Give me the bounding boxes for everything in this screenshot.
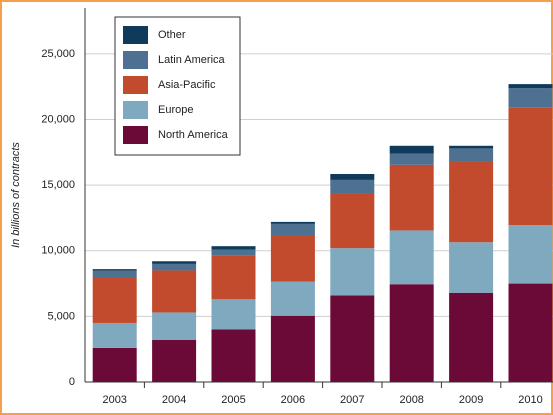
legend-label: Asia-Pacific — [158, 79, 216, 91]
bar-segment — [270, 281, 315, 316]
x-tick-label: 2006 — [281, 394, 305, 406]
bar-segment — [92, 347, 137, 382]
bar-segment — [449, 148, 494, 162]
legend-swatch — [123, 51, 148, 69]
bar-segment — [211, 249, 256, 256]
bar-segment — [211, 255, 256, 300]
bar-segment — [449, 145, 494, 149]
x-tick-label: 2004 — [162, 394, 186, 406]
bar-segment — [270, 315, 315, 382]
bar-segment — [330, 295, 375, 382]
bar-segment — [389, 153, 434, 165]
bar-segment — [449, 242, 494, 293]
bar-segment — [92, 322, 137, 348]
y-axis-label: In billions of contracts — [10, 142, 22, 248]
legend-swatch — [123, 26, 148, 44]
y-tick-label: 15,000 — [41, 179, 75, 191]
bar-segment — [152, 270, 197, 313]
bar-segment — [270, 235, 315, 282]
x-tick-label: 2008 — [399, 394, 423, 406]
bar-segment — [389, 164, 434, 231]
y-tick-label: 25,000 — [41, 48, 75, 60]
bar-segment — [508, 88, 553, 108]
bar-segment — [211, 329, 256, 382]
y-tick-label: 20,000 — [41, 113, 75, 125]
bar-segment — [152, 263, 197, 271]
bar-segment — [211, 299, 256, 330]
bar-segment — [152, 261, 197, 264]
bar-segment — [92, 270, 137, 278]
y-tick-label: 10,000 — [41, 245, 75, 257]
bar-segment — [389, 145, 434, 154]
x-tick-label: 2005 — [221, 394, 245, 406]
legend-swatch — [123, 126, 148, 144]
legend-label: Latin America — [158, 54, 226, 66]
legend-swatch — [123, 76, 148, 94]
bar-segment — [270, 223, 315, 236]
legend-label: Other — [158, 29, 186, 41]
bar-segment — [508, 107, 553, 226]
legend-label: Europe — [158, 104, 193, 116]
bar-segment — [92, 269, 137, 271]
bar-segment — [152, 312, 197, 341]
x-tick-label: 2009 — [459, 394, 483, 406]
bar-segment — [330, 179, 375, 194]
bar-segment — [330, 193, 375, 249]
bar-segment — [508, 283, 553, 382]
legend-label: North America — [158, 129, 229, 141]
bar-segment — [92, 277, 137, 323]
bar-segment — [389, 230, 434, 285]
bar-segment — [449, 161, 494, 243]
x-tick-label: 2010 — [518, 394, 542, 406]
bar-segment — [330, 174, 375, 180]
y-tick-label: 0 — [69, 376, 75, 388]
bar-segment — [508, 225, 553, 284]
bar-segment — [152, 340, 197, 382]
bar-segment — [508, 84, 553, 89]
y-tick-label: 5,000 — [47, 310, 75, 322]
x-tick-label: 2007 — [340, 394, 364, 406]
bar-segment — [389, 284, 434, 382]
bar-segment — [270, 221, 315, 224]
x-tick-label: 2003 — [102, 394, 126, 406]
bar-segment — [449, 292, 494, 382]
legend-swatch — [123, 101, 148, 119]
bar-segment — [211, 246, 256, 250]
bar-segment — [330, 248, 375, 296]
